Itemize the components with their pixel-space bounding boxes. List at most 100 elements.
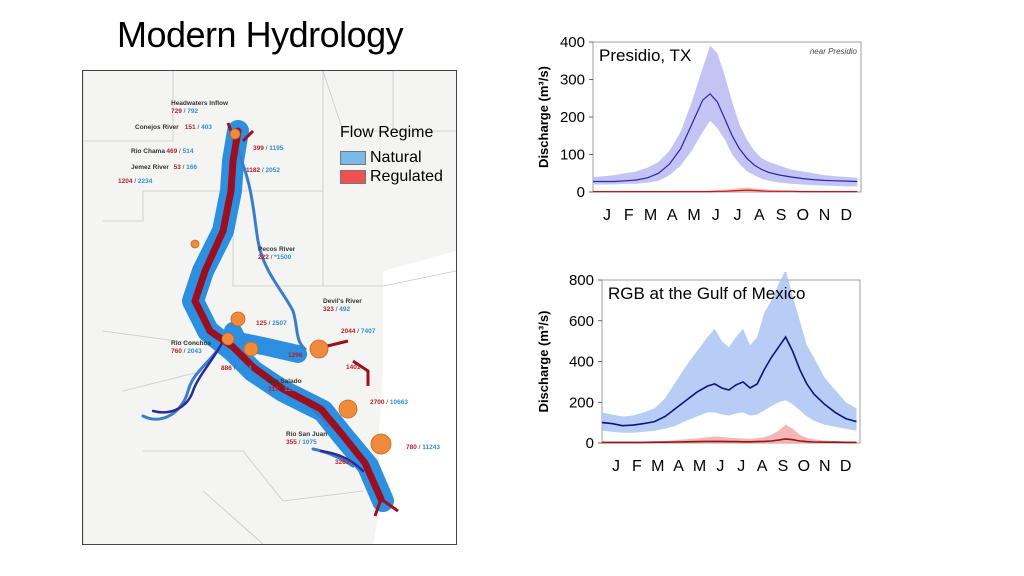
map-label-regulated: 125 xyxy=(256,320,267,327)
y-tick-label: 0 xyxy=(586,435,594,452)
map-label-natural: 492 xyxy=(339,306,350,313)
map-label-natural: 4584 xyxy=(237,365,252,372)
x-tick-label: F xyxy=(624,207,634,224)
regulated-flow-main xyxy=(191,127,385,503)
map-label-values: 323 / 492 xyxy=(323,306,351,313)
legend-swatch-natural xyxy=(340,150,366,165)
x-tick-label: N xyxy=(819,207,831,224)
map-label-regulated: 399 xyxy=(253,145,264,152)
map-label-natural: 2234 xyxy=(138,178,153,185)
x-tick-label: S xyxy=(776,207,787,224)
map-label-separator: / xyxy=(297,439,302,446)
x-tick-label: J xyxy=(737,458,745,475)
page-title: Modern Hydrology xyxy=(117,14,404,55)
map-label-name: Pecos River xyxy=(258,246,296,253)
map-label-values: 760 / 2043 xyxy=(171,348,202,355)
y-tick-label: 200 xyxy=(569,394,594,411)
map-label-values: 53 / 166 xyxy=(174,164,198,171)
map-label: 2044 / 7407 xyxy=(341,328,376,335)
y-axis-label: Discharge (m³/s) xyxy=(536,311,551,413)
x-tick-label: A xyxy=(757,458,768,475)
x-tick-label: A xyxy=(667,207,678,224)
map-label-values: 1204 / 2234 xyxy=(118,178,153,185)
map-label-natural: 403 xyxy=(201,124,212,131)
map-label-natural: 7407 xyxy=(361,328,376,335)
x-tick-label: F xyxy=(632,458,642,475)
map-label: 399 / 1195 xyxy=(253,145,284,152)
map-label-regulated: 729 xyxy=(171,108,182,115)
map-label-values: 1296 xyxy=(288,352,303,359)
map-label-values: 317 / 1212 xyxy=(268,386,299,393)
map-label: 1296 xyxy=(288,352,303,359)
series-band-0 xyxy=(602,272,857,433)
map-label: 2700 / 10663 xyxy=(370,399,408,406)
map-label-regulated: 1401 xyxy=(346,364,361,371)
y-tick-label: 800 xyxy=(569,272,594,289)
map-label-regulated: 323 xyxy=(323,306,334,313)
x-tick-label: J xyxy=(612,458,620,475)
map-label-name: Rio San Juan xyxy=(286,431,327,438)
map-label-natural: 792 xyxy=(187,108,198,115)
map-label-values: 3263 xyxy=(335,459,350,466)
y-tick-label: 600 xyxy=(569,313,594,330)
gauge-nodes xyxy=(190,128,392,455)
map-label-natural: 2507 xyxy=(272,320,287,327)
series-line-3 xyxy=(593,189,858,193)
map-label-values: 780 / 11243 xyxy=(406,444,440,451)
legend-item-regulated: Regulated xyxy=(340,167,443,186)
x-tick-label: M xyxy=(687,207,700,224)
map-label: 3263 xyxy=(335,459,350,466)
map-label-natural: 2043 xyxy=(187,348,202,355)
y-tick-label: 400 xyxy=(560,34,585,51)
legend-label-regulated: Regulated xyxy=(370,167,443,185)
map-label-natural: 166 xyxy=(186,164,197,171)
y-tick-label: 200 xyxy=(560,109,585,126)
map-label-regulated: 151 xyxy=(185,124,196,131)
map-label-natural: 11243 xyxy=(422,444,440,451)
map-label-separator: / xyxy=(177,148,182,155)
map-label-natural: 2052 xyxy=(266,167,281,174)
map-label-separator: / xyxy=(334,306,339,313)
map-label-regulated: 760 xyxy=(171,348,182,355)
map-label-natural: 1075 xyxy=(302,439,317,446)
map-label: Conejos River 151 / 403 xyxy=(135,124,212,131)
x-tick-label: J xyxy=(603,207,611,224)
map-label-regulated: 1296 xyxy=(288,352,303,359)
map-label-values: 469 / 514 xyxy=(166,148,194,155)
legend-title: Flow Regime xyxy=(340,124,434,141)
map-label-values: 1401 xyxy=(346,364,361,371)
map-label-regulated: 780 xyxy=(406,444,417,451)
map-label: 1401 xyxy=(346,364,361,371)
map-label-separator: / xyxy=(181,164,186,171)
map-label-regulated: 886 xyxy=(221,365,232,372)
map-label-regulated: 469 xyxy=(166,148,177,155)
y-tick-label: 100 xyxy=(560,147,585,164)
x-tick-label: M xyxy=(651,458,664,475)
map-label-regulated: 2044 xyxy=(341,328,356,335)
map-label-natural: 1195 xyxy=(269,145,283,152)
x-tick-label: M xyxy=(693,458,706,475)
chart-annotation: near Presidio xyxy=(810,47,858,56)
chart-title: Presidio, TX xyxy=(599,46,691,65)
x-tick-label: D xyxy=(841,207,853,224)
map-label-separator: / xyxy=(260,167,265,174)
legend-swatch-regulated xyxy=(340,169,366,184)
map-label-regulated: 2700 xyxy=(370,399,385,406)
map-label-separator: / xyxy=(232,365,237,372)
map-label-values: 125 / 2507 xyxy=(256,320,287,327)
x-tick-label: S xyxy=(778,458,789,475)
map-label-natural: 514 xyxy=(183,148,194,155)
map-label-regulated: 53 xyxy=(174,164,182,171)
map-label-natural: 10663 xyxy=(390,399,408,406)
series-band-0 xyxy=(593,45,858,187)
map-label-name: Jemez River xyxy=(131,164,169,171)
x-tick-label: A xyxy=(754,207,765,224)
series-line-3 xyxy=(602,438,857,444)
